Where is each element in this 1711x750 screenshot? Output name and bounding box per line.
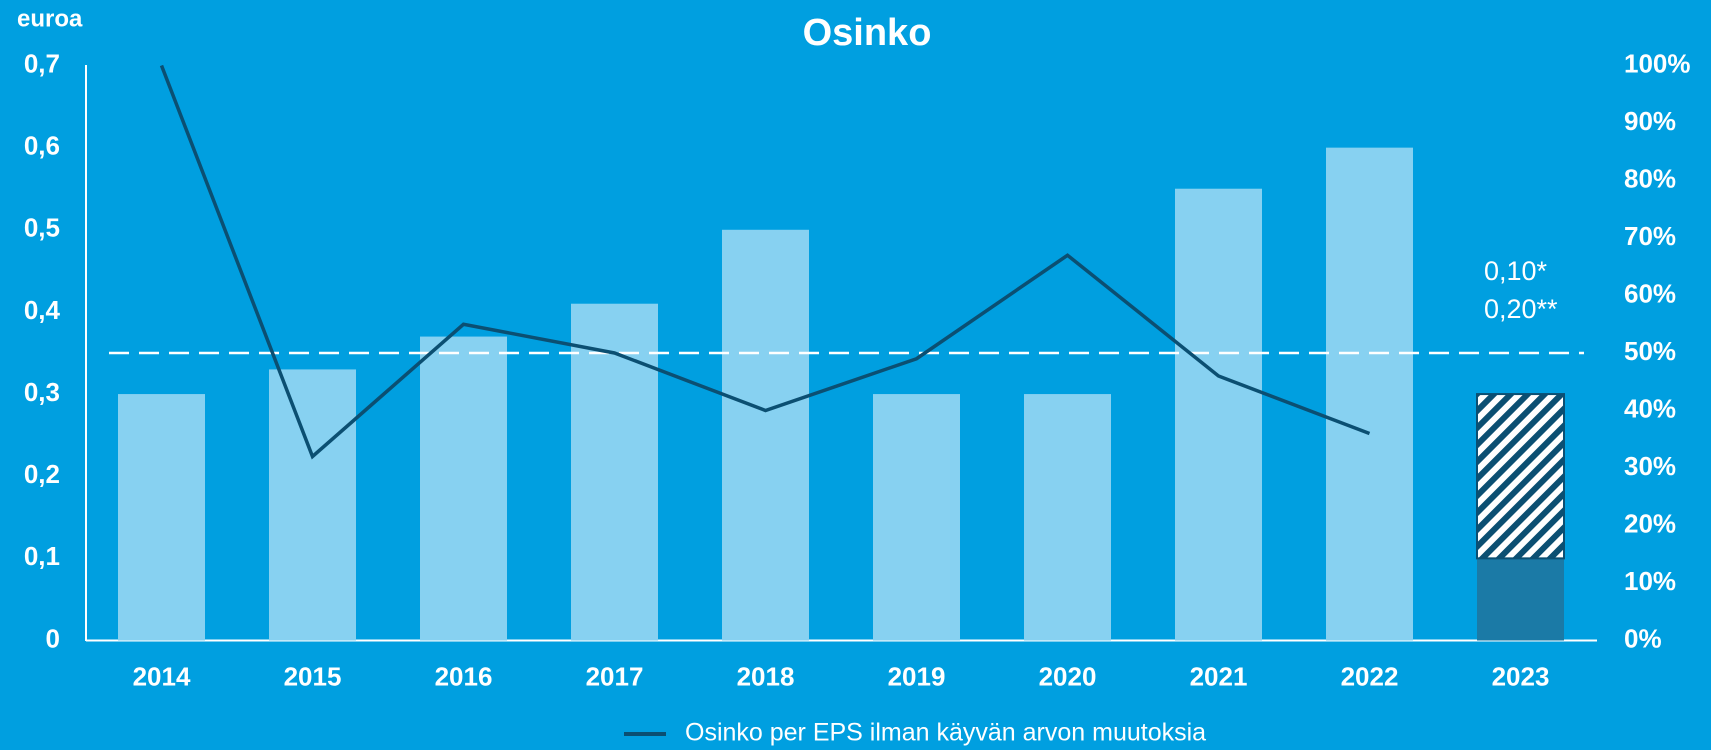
x-tick-label: 2018: [737, 661, 795, 691]
y-tick-label: 0,7: [24, 48, 60, 78]
y-tick-label: 0,2: [24, 459, 60, 489]
y2-tick-label: 30%: [1624, 451, 1676, 481]
y-tick-label: 0: [46, 623, 60, 653]
bar: [1175, 188, 1262, 641]
y-tick-label: 0,4: [24, 295, 61, 325]
y-tick-label: 0,6: [24, 131, 60, 161]
y2-tick-label: 60%: [1624, 278, 1676, 308]
bar: [1477, 558, 1564, 641]
y-tick-label: 0,1: [24, 541, 60, 571]
x-tick-label: 2021: [1190, 661, 1248, 691]
x-tick-label: 2014: [133, 661, 191, 691]
x-tick-label: 2019: [888, 661, 946, 691]
annotation: 0,20**: [1484, 294, 1558, 324]
bar: [873, 394, 960, 641]
bar: [1326, 147, 1413, 641]
x-tick-label: 2023: [1492, 661, 1550, 691]
y-tick-label: 0,3: [24, 377, 60, 407]
annotation: 0,10*: [1484, 256, 1548, 286]
legend-label: Osinko per EPS ilman käyvän arvon muutok…: [685, 719, 1206, 747]
y-tick-label: 0,5: [24, 213, 60, 243]
bar: [571, 303, 658, 641]
y2-tick-label: 40%: [1624, 393, 1676, 423]
bar: [722, 229, 809, 641]
bar: [118, 394, 205, 641]
x-tick-label: 2016: [435, 661, 493, 691]
y2-tick-label: 50%: [1624, 336, 1676, 366]
bar: [269, 369, 356, 641]
y2-tick-label: 0%: [1624, 623, 1662, 653]
bar: [1024, 394, 1111, 641]
y2-tick-label: 70%: [1624, 221, 1676, 251]
y2-tick-label: 10%: [1624, 566, 1676, 596]
y2-tick-label: 100%: [1624, 48, 1691, 78]
chart-title: Osinko: [803, 12, 932, 54]
y-axis-label: euroa: [17, 5, 83, 32]
x-tick-label: 2015: [284, 661, 342, 691]
x-tick-label: 2017: [586, 661, 644, 691]
line-series: [159, 64, 1371, 460]
x-tick-label: 2022: [1341, 661, 1399, 691]
y2-tick-label: 20%: [1624, 508, 1676, 538]
y2-tick-label: 90%: [1624, 106, 1676, 136]
x-tick-label: 2020: [1039, 661, 1097, 691]
y2-tick-label: 80%: [1624, 163, 1676, 193]
bar: [1476, 393, 1565, 560]
bar: [420, 336, 507, 641]
